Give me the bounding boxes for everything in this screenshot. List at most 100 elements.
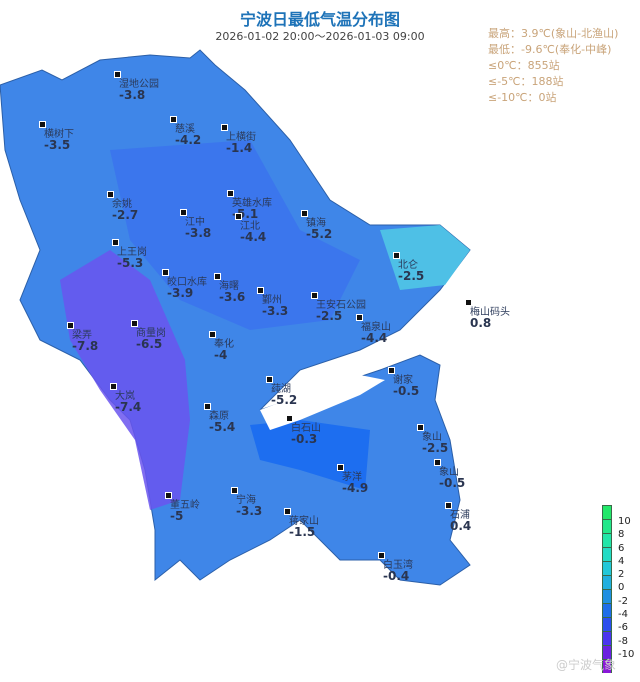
station-label: 横树下 -3.5: [44, 129, 74, 151]
station-value: -4.4: [240, 230, 267, 244]
station-marker: [39, 121, 46, 128]
legend-tick: 4: [618, 555, 625, 567]
station-label: 皎口水库 -3.9: [167, 277, 207, 299]
station-name: 江中: [185, 217, 205, 228]
station-name: 福泉山: [361, 322, 391, 333]
station-name: 白石山: [291, 423, 321, 434]
station-label: 董五岭 -5: [170, 500, 200, 522]
station-name: 慈溪: [175, 124, 195, 135]
color-legend: [602, 505, 612, 673]
legend-tick: 6: [618, 542, 625, 554]
station-label: 大岚 -7.4: [115, 391, 141, 413]
station-label: 江北 -4.4: [240, 221, 266, 243]
station-marker: [112, 239, 119, 246]
legend-tick: -8: [618, 635, 628, 647]
station-name: 英雄水库: [232, 198, 272, 209]
station-value: -0.4: [383, 569, 410, 583]
station-value: -5: [170, 509, 184, 523]
station-marker: [465, 299, 472, 306]
station-name: 镇海: [306, 218, 326, 229]
station-name: 象山: [422, 432, 442, 443]
station-value: -3.5: [44, 138, 71, 152]
station-value: -5.4: [209, 420, 236, 434]
legend-tick: 2: [618, 569, 625, 581]
station-value: -1.5: [289, 525, 316, 539]
station-label: 镇海 -5.2: [306, 218, 332, 240]
legend-tick: 10: [618, 516, 631, 527]
station-value: -0.5: [393, 384, 420, 398]
station-marker: [214, 273, 221, 280]
station-marker: [162, 269, 169, 276]
station-name: 莼湖: [271, 384, 291, 395]
station-name: 鄞州: [262, 295, 282, 306]
station-value: -4: [214, 348, 228, 362]
station-value: -2.7: [112, 208, 139, 222]
legend-tick: -2: [618, 595, 628, 607]
station-label: 余姚 -2.7: [112, 199, 138, 221]
station-value: -4.2: [175, 133, 202, 147]
station-name: 北仑: [398, 260, 418, 271]
station-marker: [284, 508, 291, 515]
station-marker: [165, 492, 172, 499]
station-value: -3.3: [262, 304, 289, 318]
legend-swatch: [602, 519, 612, 533]
warm-coast: [380, 225, 470, 290]
station-name: 大岚: [115, 391, 135, 402]
legend-swatch: [602, 645, 612, 659]
station-name: 商量岗: [136, 328, 166, 339]
station-label: 茅洋 -4.9: [342, 472, 368, 494]
station-label: 象山 -0.5: [439, 467, 465, 489]
station-label: 奉化 -4: [214, 339, 234, 361]
station-value: -7.8: [72, 339, 99, 353]
station-marker: [311, 292, 318, 299]
station-name: 蒋家山: [289, 516, 319, 527]
station-label: 蒋家山 -1.5: [289, 516, 319, 538]
legend-tick: 0: [618, 582, 625, 594]
cold-pocket: [250, 420, 370, 490]
station-label: 谢家 -0.5: [393, 375, 419, 397]
station-value: 0.8: [470, 316, 492, 330]
station-name: 茅洋: [342, 472, 362, 483]
station-label: 石浦 0.4: [450, 510, 471, 532]
station-name: 白玉湾: [383, 560, 413, 571]
station-label: 湿地公园 -3.8: [119, 79, 159, 101]
legend-swatch: [602, 617, 612, 631]
station-marker: [180, 209, 187, 216]
station-value: -0.5: [439, 476, 466, 490]
station-value: -3.8: [185, 226, 212, 240]
station-marker: [434, 459, 441, 466]
cold-zone: [60, 250, 190, 510]
station-name: 奉化: [214, 339, 234, 350]
station-name: 石浦: [450, 510, 470, 521]
station-marker: [301, 210, 308, 217]
station-marker: [266, 376, 273, 383]
station-label: 森原 -5.4: [209, 411, 235, 433]
station-value: 0.4: [450, 519, 472, 533]
station-marker: [204, 403, 211, 410]
station-name: 余姚: [112, 199, 132, 210]
legend-swatch: [602, 533, 612, 547]
station-marker: [107, 191, 114, 198]
station-value: -2.5: [316, 309, 343, 323]
station-marker: [286, 415, 293, 422]
station-label: 白石山 -0.3: [291, 423, 321, 445]
legend-swatch: [602, 505, 612, 519]
mid-zone: [110, 140, 360, 330]
station-value: -6.5: [136, 337, 163, 351]
station-marker: [356, 314, 363, 321]
station-marker: [227, 190, 234, 197]
legend-swatch: [602, 547, 612, 561]
station-label: 慈溪 -4.2: [175, 124, 201, 146]
legend-swatch: [602, 603, 612, 617]
legend-tick: -6: [618, 622, 628, 634]
station-name: 象山: [439, 467, 459, 478]
station-value: -7.4: [115, 400, 142, 414]
station-name: 梁弄: [72, 330, 92, 341]
station-label: 商量岗 -6.5: [136, 328, 166, 350]
station-marker: [209, 331, 216, 338]
stats-panel: 最高：3.9℃(象山-北渔山) 最低：-9.6℃(奉化-中峰) ≤0℃：855站…: [488, 26, 618, 106]
legend-swatch: [602, 659, 612, 673]
station-marker: [378, 552, 385, 559]
